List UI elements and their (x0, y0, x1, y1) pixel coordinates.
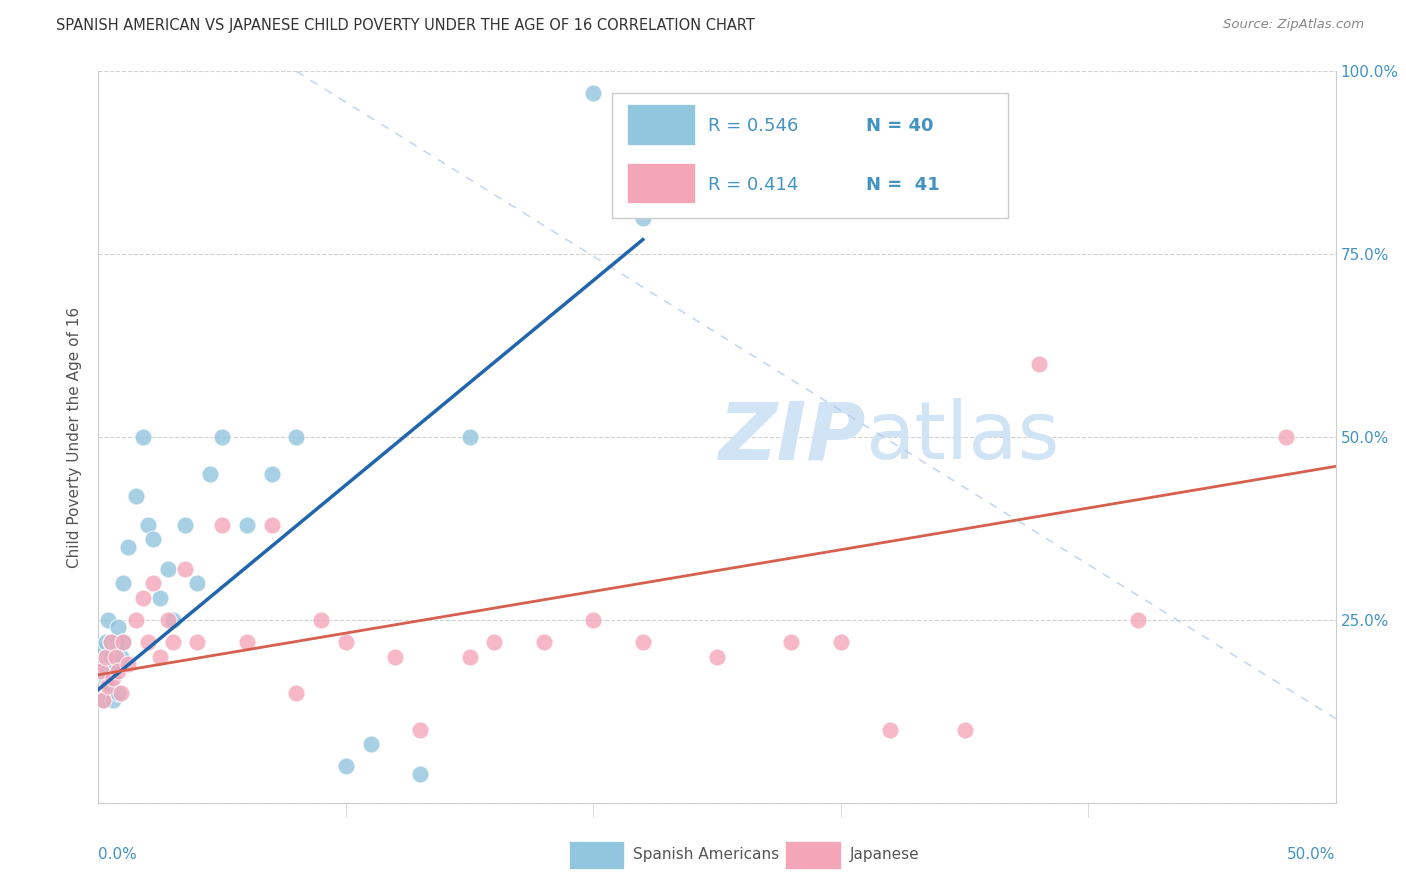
Point (117, 657, 139, 671)
Point (110, 649, 132, 664)
Point (162, 613, 184, 627)
Point (104, 635, 127, 649)
Text: N =  41: N = 41 (866, 176, 939, 194)
Point (94, 635, 117, 649)
Y-axis label: Child Poverty Under the Age of 16: Child Poverty Under the Age of 16 (67, 307, 83, 567)
Point (156, 613, 179, 627)
Text: ZIP: ZIP (718, 398, 866, 476)
Point (236, 517, 259, 532)
Point (198, 467, 221, 481)
Point (309, 613, 332, 627)
Point (830, 635, 852, 649)
Point (1275, 430, 1298, 444)
Point (103, 693, 125, 707)
Text: Japanese: Japanese (849, 847, 920, 863)
Point (174, 562, 197, 576)
Point (93, 693, 115, 707)
Text: 0.0%: 0.0% (98, 847, 138, 862)
Point (142, 533, 165, 547)
Point (211, 517, 233, 532)
Point (186, 635, 208, 649)
Point (97, 679, 120, 693)
Point (484, 635, 506, 649)
Point (136, 517, 159, 532)
Point (117, 540, 139, 554)
FancyBboxPatch shape (568, 841, 624, 869)
Point (90, 664, 112, 678)
Point (100, 649, 122, 664)
Point (90, 657, 112, 671)
Point (1126, 613, 1149, 627)
Point (409, 766, 432, 780)
Point (879, 723, 901, 737)
Point (142, 576, 165, 591)
Point (285, 430, 308, 444)
Point (136, 635, 159, 649)
Point (335, 635, 357, 649)
Point (103, 664, 125, 678)
Text: Spanish Americans: Spanish Americans (633, 847, 779, 863)
Point (409, 723, 432, 737)
Point (104, 649, 127, 664)
Text: 50.0%: 50.0% (1288, 847, 1336, 862)
Point (100, 679, 122, 693)
Point (953, 723, 976, 737)
Point (458, 430, 481, 444)
FancyBboxPatch shape (627, 162, 695, 203)
Text: R = 0.546: R = 0.546 (709, 117, 799, 136)
FancyBboxPatch shape (627, 104, 695, 145)
Point (104, 657, 127, 671)
Point (706, 649, 728, 664)
Point (112, 635, 135, 649)
FancyBboxPatch shape (785, 841, 841, 869)
Point (162, 635, 184, 649)
Point (285, 686, 308, 700)
Point (97, 613, 120, 627)
Text: SPANISH AMERICAN VS JAPANESE CHILD POVERTY UNDER THE AGE OF 16 CORRELATION CHART: SPANISH AMERICAN VS JAPANESE CHILD POVER… (56, 18, 755, 33)
Point (582, 613, 605, 627)
Point (211, 430, 233, 444)
Point (94, 649, 117, 664)
Point (93, 693, 115, 707)
Point (100, 635, 122, 649)
Text: atlas: atlas (866, 398, 1060, 476)
Point (132, 430, 155, 444)
Point (132, 591, 155, 605)
Point (107, 620, 129, 634)
Point (1028, 357, 1050, 371)
Point (94, 672, 117, 686)
Point (260, 467, 283, 481)
Point (186, 576, 208, 591)
FancyBboxPatch shape (612, 94, 1008, 218)
Point (174, 517, 197, 532)
Point (97, 664, 120, 678)
Text: Source: ZipAtlas.com: Source: ZipAtlas.com (1223, 18, 1364, 31)
Point (100, 635, 122, 649)
Point (103, 672, 125, 686)
Point (458, 649, 481, 664)
Point (631, 211, 654, 225)
Point (107, 664, 129, 678)
Point (582, 87, 605, 101)
Text: N = 40: N = 40 (866, 117, 934, 136)
Point (110, 686, 132, 700)
Point (360, 737, 382, 751)
Point (112, 576, 135, 591)
Point (124, 613, 146, 627)
Point (149, 591, 172, 605)
Point (107, 686, 129, 700)
Point (780, 635, 803, 649)
Point (631, 635, 654, 649)
Point (93, 642, 115, 657)
Point (149, 649, 172, 664)
Point (533, 635, 555, 649)
Point (156, 562, 179, 576)
Point (335, 759, 357, 773)
Point (260, 517, 283, 532)
Text: R = 0.414: R = 0.414 (709, 176, 799, 194)
Point (124, 489, 146, 503)
Point (236, 635, 259, 649)
Point (384, 649, 406, 664)
Point (112, 635, 135, 649)
